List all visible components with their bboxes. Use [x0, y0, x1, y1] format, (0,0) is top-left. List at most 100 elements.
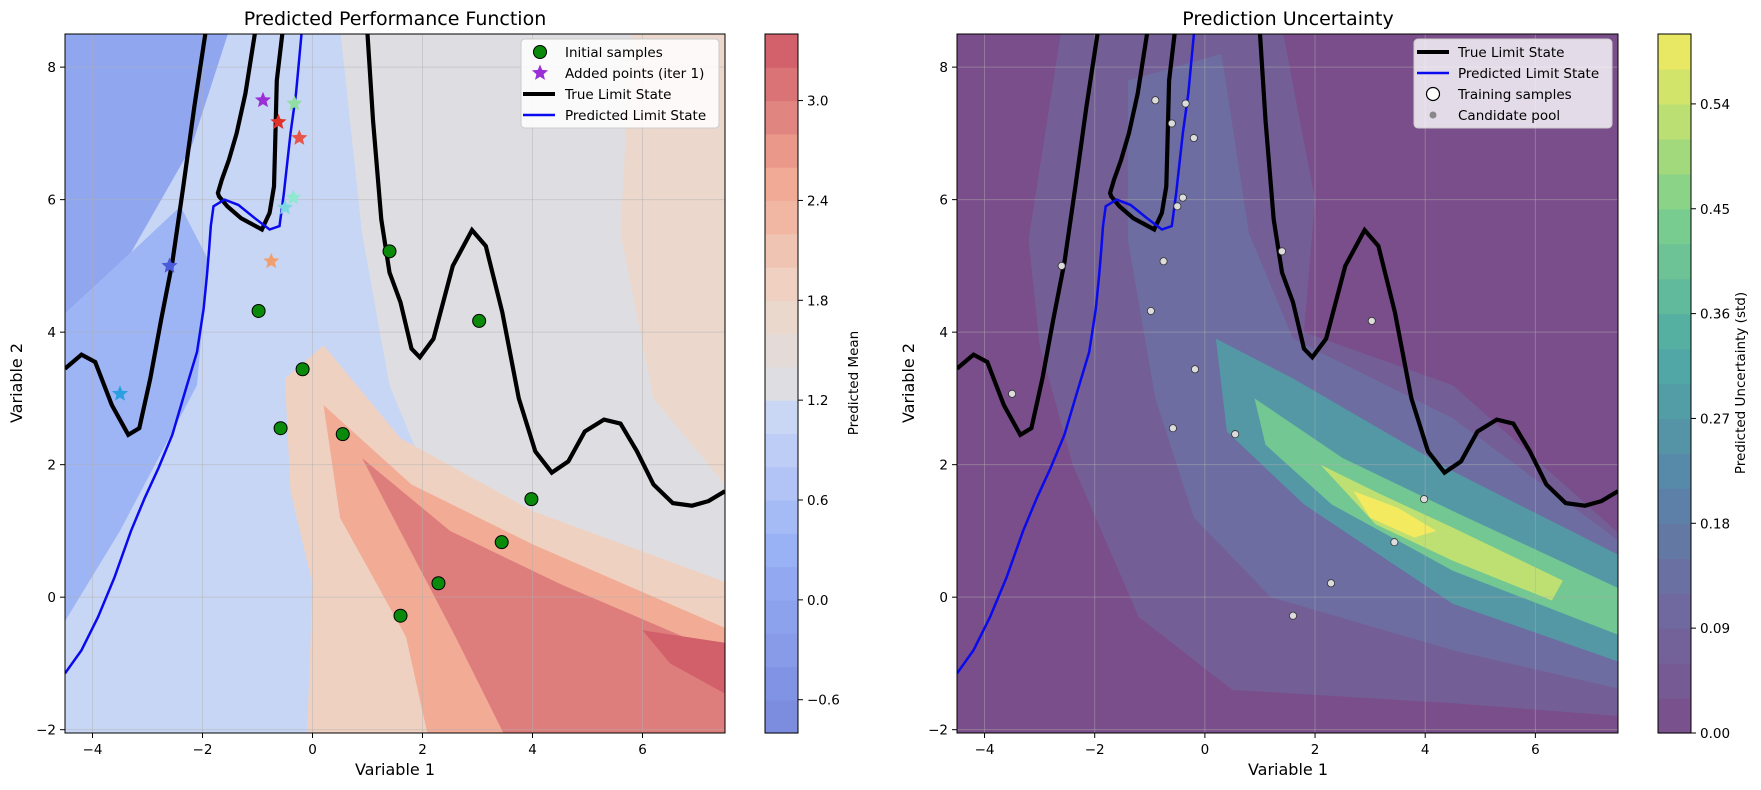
colorbar-label-2: Predicted Uncertainty (std) — [1733, 292, 1749, 474]
colorbar-step — [1658, 488, 1691, 524]
training-sample-point — [1168, 424, 1177, 433]
y-tick-label: 6 — [47, 193, 56, 209]
legend-marker-initial — [533, 45, 547, 59]
training-sample-point — [1178, 193, 1187, 202]
colorbar-step — [765, 533, 798, 568]
colorbar-step — [765, 267, 798, 301]
initial-sample-point — [382, 244, 397, 259]
training-sample-point — [1173, 202, 1182, 211]
training-sample-point — [1189, 134, 1198, 143]
colorbar-tick-label: 0.0 — [807, 593, 828, 609]
colorbar-tick-label: 0.54 — [1700, 97, 1730, 113]
colorbar-step — [1658, 173, 1691, 210]
training-sample-point — [1159, 257, 1168, 266]
added-point-star — [285, 189, 302, 205]
plot-area-2 — [957, 34, 1618, 733]
colorbar-step — [1658, 558, 1691, 594]
colorbar-tick-label: 0.00 — [1700, 726, 1730, 742]
colorbar-tick-label: −0.6 — [807, 693, 840, 709]
colorbar-tick-label: 0.18 — [1700, 516, 1730, 532]
colorbar-step — [1658, 593, 1691, 629]
uncertainty-band-5 — [1320, 464, 1563, 601]
training-sample-point — [1390, 538, 1399, 547]
mean-band-hotter — [362, 458, 725, 733]
legend-box-1 — [520, 38, 720, 129]
uncertainty-band-peak — [1353, 491, 1437, 538]
colorbar-step — [1658, 348, 1691, 385]
legend-true-limit-state-2: True Limit State — [1457, 45, 1564, 61]
colorbar-step — [1658, 698, 1691, 734]
axes-frame-2 — [956, 33, 1619, 734]
colorbar-frame-2 — [1657, 33, 1692, 734]
x-tick-label: −4 — [975, 742, 995, 758]
y-tick-label: −2 — [928, 723, 948, 739]
y-tick-label: −2 — [36, 723, 56, 739]
colorbar-step — [1658, 34, 1691, 70]
legend-2: True Limit State Predicted Limit State T… — [1413, 38, 1613, 129]
added-points — [111, 91, 308, 401]
initial-samples — [251, 244, 539, 623]
colorbar-step — [1658, 313, 1691, 350]
y-axis-label-2: Variable 2 — [899, 343, 918, 423]
training-sample-point — [1231, 430, 1240, 439]
initial-sample-point — [524, 492, 539, 507]
y-tick-label: 0 — [939, 590, 948, 606]
colorbar-step — [1658, 453, 1691, 489]
colorbar-step — [765, 599, 798, 634]
legend-candidate-pool: Candidate pool — [1458, 108, 1560, 124]
colorbar-step — [765, 67, 798, 102]
grid-2 — [957, 34, 1618, 733]
colorbar-tick-label: 1.8 — [807, 293, 828, 309]
legend-marker-training — [1425, 86, 1441, 102]
colorbar-step — [765, 34, 798, 68]
training-sample-point — [1057, 261, 1066, 270]
colorbar-tick-label: 0.27 — [1700, 411, 1730, 427]
x-tick-label: 6 — [638, 742, 647, 758]
initial-sample-point — [251, 303, 266, 318]
x-ticks-1: −4 −2 0 2 4 6 — [83, 733, 647, 758]
colorbar-step — [765, 167, 798, 202]
colorbar-step — [1658, 663, 1691, 699]
y-tick-label: 4 — [939, 325, 948, 341]
x-tick-label: −2 — [1085, 742, 1105, 758]
colorbar-tick-label: 0.6 — [807, 493, 828, 509]
mean-band-low — [65, 34, 228, 314]
colorbar-step — [765, 366, 798, 401]
initial-sample-point — [393, 608, 408, 623]
legend-1: Initial samples Added points (iter 1) Tr… — [520, 38, 720, 129]
colorbar-ticks-1: −0.6 0.0 0.6 1.2 1.8 2.4 3.0 — [798, 94, 840, 709]
x-tick-label: 2 — [418, 742, 427, 758]
initial-sample-point — [431, 576, 446, 591]
colorbar-frame-1 — [764, 33, 799, 734]
added-point-star — [263, 252, 280, 269]
colorbar-step — [765, 333, 798, 368]
legend-added-points: Added points (iter 1) — [565, 66, 704, 82]
initial-sample-point — [472, 313, 487, 328]
training-sample-point — [1167, 119, 1176, 128]
colorbar-tick-label: 0.45 — [1700, 202, 1730, 218]
training-sample-point — [1277, 247, 1286, 256]
x-axis-label-2: Variable 1 — [1248, 760, 1328, 779]
training-sample-point — [1190, 365, 1199, 374]
colorbar-step — [765, 100, 798, 135]
chart-title-1: Predicted Performance Function — [244, 8, 547, 30]
training-sample-point — [1008, 389, 1017, 398]
colorbar-step — [1658, 523, 1691, 559]
colorbar-tick-label: 0.36 — [1700, 307, 1730, 323]
colorbar-step — [765, 133, 798, 168]
colorbar-step — [765, 633, 798, 668]
y-tick-label: 0 — [47, 590, 56, 606]
training-samples — [1008, 96, 1429, 620]
colorbar-step — [765, 566, 798, 601]
legend-initial-samples: Initial samples — [565, 45, 663, 61]
mean-band-peak — [642, 630, 725, 694]
colorbar-tick-label: 2.4 — [807, 193, 828, 209]
added-point-star — [254, 91, 272, 108]
initial-sample-point — [295, 362, 310, 377]
predicted-limit-state-curve-2 — [957, 34, 1196, 675]
legend-predicted-limit-state-1: Predicted Limit State — [565, 108, 706, 124]
colorbar-step — [765, 433, 798, 468]
colorbar-step — [1658, 383, 1691, 420]
y-ticks-2: −2 0 2 4 6 8 — [928, 60, 957, 739]
training-sample-point — [1367, 316, 1376, 325]
